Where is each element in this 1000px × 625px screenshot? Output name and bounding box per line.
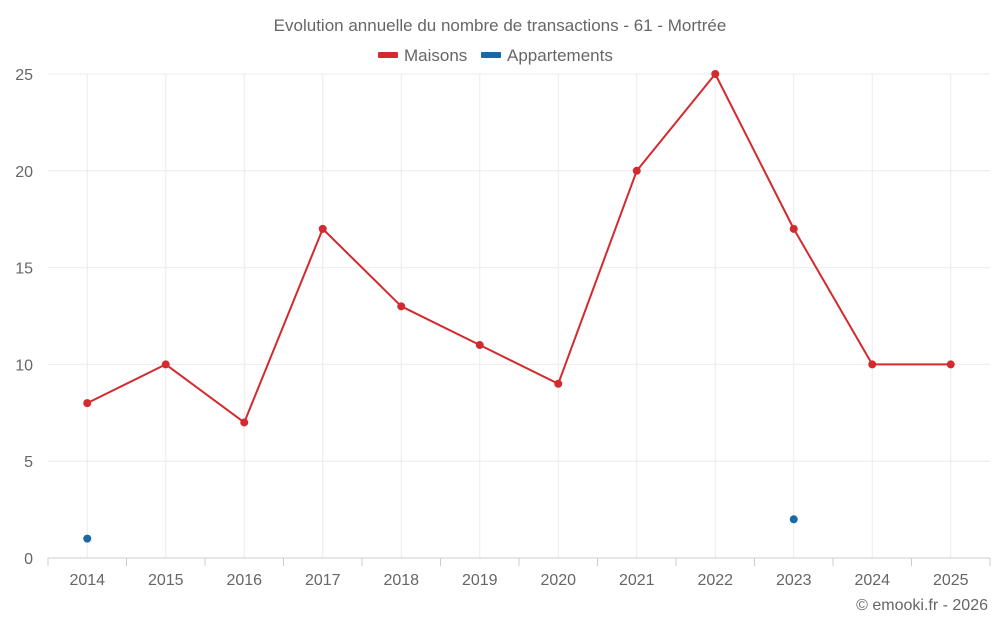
data-point-maisons-2023[interactable] <box>789 224 798 233</box>
legend: Maisons Appartements <box>378 46 613 65</box>
series-appartements <box>83 515 798 543</box>
y-tick-label: 5 <box>24 454 33 471</box>
x-tick-label: 2019 <box>462 572 498 589</box>
legend-swatch-appartements <box>481 52 501 58</box>
x-tick-label: 2021 <box>619 572 655 589</box>
x-tick-label: 2023 <box>776 572 812 589</box>
y-tick-label: 20 <box>15 164 33 181</box>
series-line-maisons <box>86 73 951 424</box>
legend-label-appartements: Appartements <box>507 46 613 65</box>
y-tick-label: 10 <box>15 357 33 374</box>
data-point-maisons-2017[interactable] <box>318 224 327 233</box>
series-maisons <box>83 70 955 427</box>
grid <box>48 73 990 558</box>
data-point-maisons-2022[interactable] <box>711 70 720 78</box>
data-point-maisons-2021[interactable] <box>632 166 641 175</box>
data-point-maisons-2025[interactable] <box>946 360 955 369</box>
x-tick-label: 2017 <box>305 572 341 589</box>
series <box>83 70 955 543</box>
credit-text: © emooki.fr - 2026 <box>856 597 988 614</box>
data-point-maisons-2016[interactable] <box>240 418 249 427</box>
data-point-maisons-2018[interactable] <box>397 302 406 311</box>
data-point-appartements-2023[interactable] <box>789 515 798 524</box>
legend-swatch-maisons <box>378 52 398 58</box>
legend-label-maisons: Maisons <box>404 46 467 65</box>
legend-item-maisons[interactable]: Maisons <box>378 46 467 65</box>
x-tick-label: 2015 <box>148 572 184 589</box>
x-tick-label: 2025 <box>933 572 969 589</box>
data-point-maisons-2019[interactable] <box>475 341 484 350</box>
x-tick-label: 2024 <box>854 572 890 589</box>
data-point-maisons-2024[interactable] <box>868 360 877 369</box>
x-tick-label: 2014 <box>69 572 105 589</box>
y-tick-label: 25 <box>15 67 33 84</box>
x-tick-label: 2018 <box>383 572 419 589</box>
x-tick-label: 2020 <box>540 572 576 589</box>
x-tick-label: 2022 <box>697 572 733 589</box>
y-tick-label: 0 <box>24 551 33 568</box>
data-point-maisons-2014[interactable] <box>83 399 92 408</box>
x-tick-label: 2016 <box>226 572 262 589</box>
data-point-maisons-2020[interactable] <box>554 379 563 388</box>
data-point-maisons-2015[interactable] <box>161 360 170 369</box>
legend-item-appartements[interactable]: Appartements <box>481 46 613 65</box>
chart-title: Evolution annuelle du nombre de transact… <box>274 16 727 35</box>
data-point-appartements-2014[interactable] <box>83 534 92 543</box>
y-tick-label: 15 <box>15 261 33 278</box>
